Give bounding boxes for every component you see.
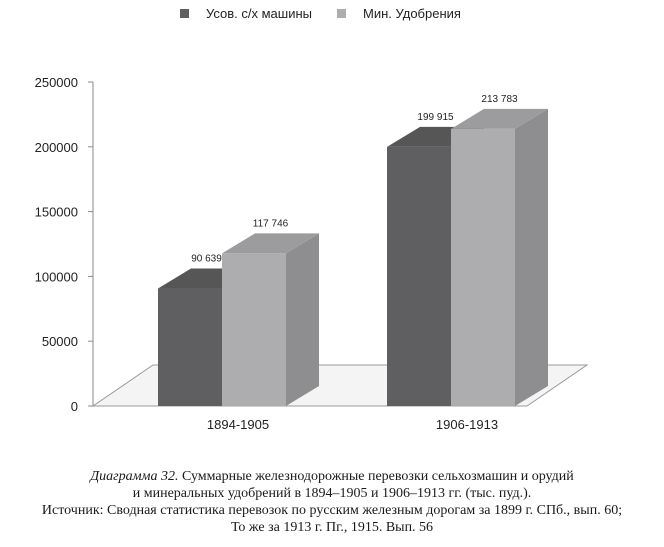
caption-source-1: Источник: Сводная статистика перевозок п… (41, 503, 623, 518)
figure-caption: Диаграмма 32. Суммарные железнодорожные … (0, 468, 664, 536)
y-tick-label-50000: 50000 (42, 334, 78, 349)
value-label-2-1: 199 915 (417, 112, 454, 123)
bar-1-2 (222, 253, 286, 406)
legend-swatch-1 (180, 9, 189, 18)
bar-group-2-2 (451, 108, 548, 407)
y-tick-label-0: 0 (71, 399, 78, 414)
bar-side-1-2 (286, 233, 319, 406)
bar-group-1-2 (222, 233, 319, 406)
bar-1-1 (158, 288, 222, 406)
caption-number: Диаграмма 32. (90, 469, 179, 484)
x-tick-label-2: 1906-1913 (436, 417, 498, 432)
caption-title: Суммарные железнодорожные перевозки сель… (178, 469, 574, 484)
y-tick-label-200000: 200000 (35, 140, 78, 155)
x-tick-label-1: 1894-1905 (207, 417, 269, 432)
legend-label-2: Мин. Удобрения (363, 6, 461, 21)
y-tick-label-150000: 150000 (35, 205, 78, 220)
caption-source-2: То же за 1913 г. Пг., 1915. Вып. 56 (230, 520, 434, 535)
bar-2-1 (387, 146, 451, 406)
y-tick-label-100000: 100000 (35, 269, 78, 284)
caption-line-1: Диаграмма 32. Суммарные железнодорожные … (0, 468, 664, 485)
bar-top-2-2 (451, 108, 548, 129)
legend-label-1: Усов. с/х машины (206, 6, 312, 21)
value-label-1-2: 117 746 (253, 218, 289, 229)
value-label-1-1: 90 639 (191, 254, 222, 265)
legend-swatch-2 (337, 9, 346, 18)
caption-line-2: и минеральных удобрений в 1894–1905 и 19… (132, 486, 532, 501)
bar-side-2-2 (515, 108, 548, 407)
y-tick-label-250000: 250000 (35, 75, 78, 90)
bar-chart: Усов. с/х машины Мин. Удобрения 0 50000 1000… (35, 6, 589, 432)
value-label-2-2: 213 783 (481, 94, 518, 105)
bar-2-2 (451, 128, 515, 406)
bar-top-1-2 (222, 233, 319, 254)
